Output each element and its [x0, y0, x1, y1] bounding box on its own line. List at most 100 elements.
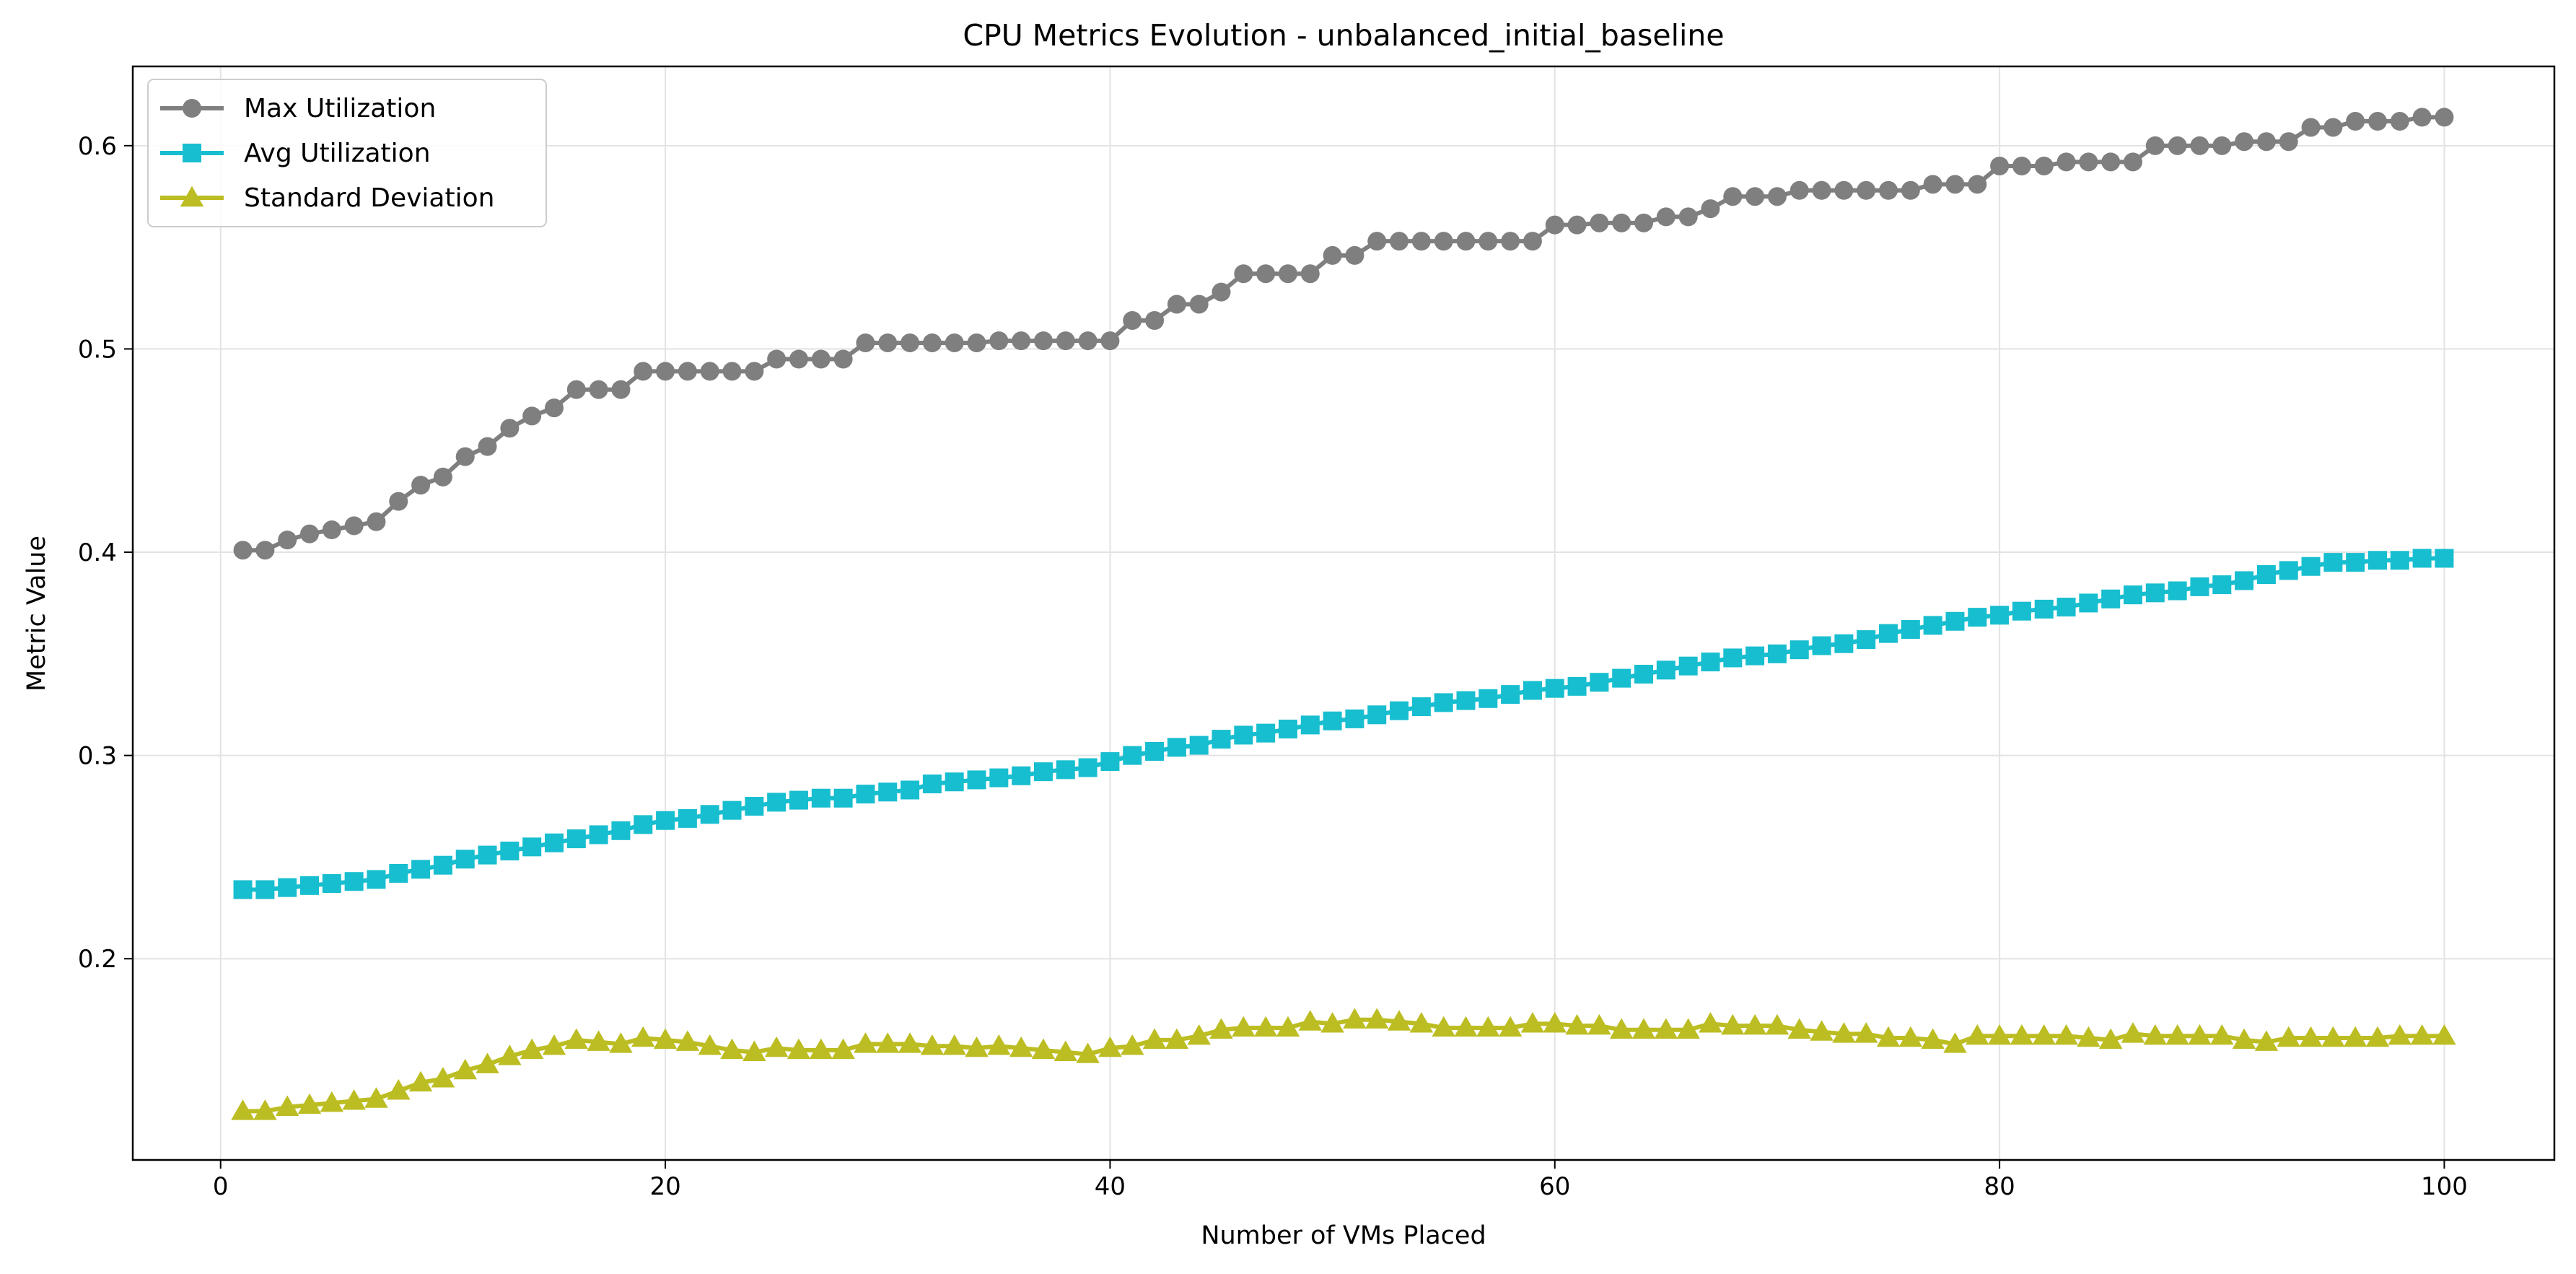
data-point-max-utilization	[700, 362, 719, 381]
data-point-standard-deviation	[1253, 1016, 1278, 1037]
data-point-standard-deviation	[831, 1038, 855, 1060]
data-point-avg-utilization	[901, 780, 920, 800]
data-point-max-utilization	[2256, 132, 2276, 152]
data-point-max-utilization	[1478, 232, 1498, 251]
data-point-max-utilization	[1879, 180, 1898, 200]
data-point-standard-deviation	[920, 1034, 945, 1055]
data-point-max-utilization	[1300, 264, 1320, 284]
data-point-standard-deviation	[1765, 1013, 1789, 1035]
series-avg-utilization	[233, 549, 2454, 899]
data-point-avg-utilization	[1634, 664, 1654, 684]
data-point-standard-deviation	[2299, 1026, 2323, 1047]
data-point-avg-utilization	[656, 811, 675, 830]
data-point-avg-utilization	[1968, 608, 1987, 627]
data-point-standard-deviation	[1409, 1012, 1434, 1033]
data-point-standard-deviation	[787, 1038, 811, 1060]
data-point-standard-deviation	[2432, 1024, 2456, 1045]
data-point-standard-deviation	[1076, 1042, 1100, 1063]
data-point-max-utilization	[2079, 152, 2098, 172]
data-point-avg-utilization	[1012, 766, 1031, 785]
data-point-standard-deviation	[253, 1099, 277, 1120]
data-point-max-utilization	[2190, 136, 2209, 155]
data-point-max-utilization	[1567, 215, 1587, 235]
data-point-max-utilization	[1545, 215, 1564, 235]
data-point-avg-utilization	[611, 821, 631, 840]
data-point-max-utilization	[1812, 180, 1831, 200]
data-point-standard-deviation	[1120, 1034, 1144, 1055]
data-point-max-utilization	[522, 406, 542, 426]
series-line-avg-utilization	[242, 556, 2445, 892]
data-point-standard-deviation	[1165, 1028, 1189, 1050]
data-point-avg-utilization	[967, 770, 986, 790]
data-point-standard-deviation	[387, 1079, 411, 1100]
data-point-standard-deviation	[1187, 1024, 1211, 1045]
data-point-avg-utilization	[1456, 691, 1476, 710]
data-point-avg-utilization	[389, 863, 408, 883]
data-point-standard-deviation	[231, 1099, 255, 1120]
data-point-max-utilization	[1411, 232, 1431, 251]
data-point-max-utilization	[811, 349, 831, 369]
data-point-avg-utilization	[1278, 720, 1297, 739]
data-point-standard-deviation	[2210, 1024, 2234, 1045]
plot-frame	[131, 65, 2556, 1161]
data-point-avg-utilization	[344, 872, 364, 891]
data-point-max-utilization	[856, 333, 875, 352]
data-point-standard-deviation	[1098, 1036, 1122, 1057]
data-point-avg-utilization	[1767, 644, 1787, 663]
data-point-standard-deviation	[1699, 1012, 1722, 1033]
data-point-max-utilization	[1857, 180, 1876, 200]
series-layer	[231, 108, 2456, 1120]
data-point-avg-utilization	[1745, 646, 1765, 666]
legend-swatch-marker	[180, 186, 204, 207]
data-point-standard-deviation	[898, 1032, 922, 1053]
data-point-max-utilization	[566, 380, 586, 399]
chart-title: CPU Metrics Evolution - unbalanced_initi…	[963, 18, 1724, 53]
data-point-avg-utilization	[2412, 549, 2432, 568]
data-point-standard-deviation	[942, 1034, 966, 1055]
data-point-max-utilization	[611, 380, 631, 399]
data-point-max-utilization	[233, 541, 253, 560]
data-point-standard-deviation	[742, 1040, 766, 1061]
data-point-standard-deviation	[1631, 1018, 1656, 1039]
data-point-standard-deviation	[1898, 1026, 1923, 1047]
data-point-standard-deviation	[1232, 1016, 1256, 1037]
data-point-standard-deviation	[2388, 1024, 2412, 1045]
data-point-standard-deviation	[1676, 1018, 1700, 1039]
data-point-avg-utilization	[1901, 620, 1920, 640]
data-point-avg-utilization	[2368, 551, 2388, 570]
data-point-max-utilization	[945, 333, 964, 352]
y-tick-label: 0.5	[78, 335, 117, 364]
y-tick-label: 0.2	[78, 945, 117, 974]
data-point-max-utilization	[299, 524, 319, 544]
data-point-avg-utilization	[1723, 648, 1743, 668]
data-point-avg-utilization	[878, 782, 898, 802]
data-point-max-utilization	[2412, 108, 2432, 127]
data-point-standard-deviation	[1654, 1018, 1678, 1039]
data-point-standard-deviation	[1053, 1040, 1078, 1061]
data-point-standard-deviation	[453, 1058, 477, 1080]
data-point-max-utilization	[1345, 245, 1364, 265]
data-point-standard-deviation	[2143, 1024, 2168, 1045]
data-point-standard-deviation	[2188, 1024, 2212, 1045]
data-point-avg-utilization	[1812, 636, 1831, 655]
data-point-avg-utilization	[1411, 697, 1431, 717]
data-point-standard-deviation	[2343, 1026, 2367, 1047]
legend: Max Utilization Avg Utilization Standard D…	[147, 79, 547, 227]
data-point-standard-deviation	[1721, 1013, 1745, 1035]
data-point-max-utilization	[1189, 294, 1209, 314]
data-point-avg-utilization	[1789, 640, 1809, 660]
data-point-max-utilization	[989, 331, 1009, 351]
data-point-avg-utilization	[2012, 601, 2031, 621]
data-point-standard-deviation	[2232, 1028, 2256, 1050]
data-point-standard-deviation	[498, 1044, 522, 1065]
series-max-utilization	[233, 108, 2454, 560]
data-point-standard-deviation	[2410, 1024, 2434, 1045]
data-point-avg-utilization	[255, 880, 275, 899]
data-point-standard-deviation	[1142, 1028, 1167, 1050]
data-point-standard-deviation	[987, 1034, 1011, 1055]
data-point-avg-utilization	[322, 874, 341, 894]
data-point-max-utilization	[878, 333, 898, 352]
data-point-avg-utilization	[1234, 725, 1253, 745]
data-point-standard-deviation	[2077, 1026, 2100, 1047]
